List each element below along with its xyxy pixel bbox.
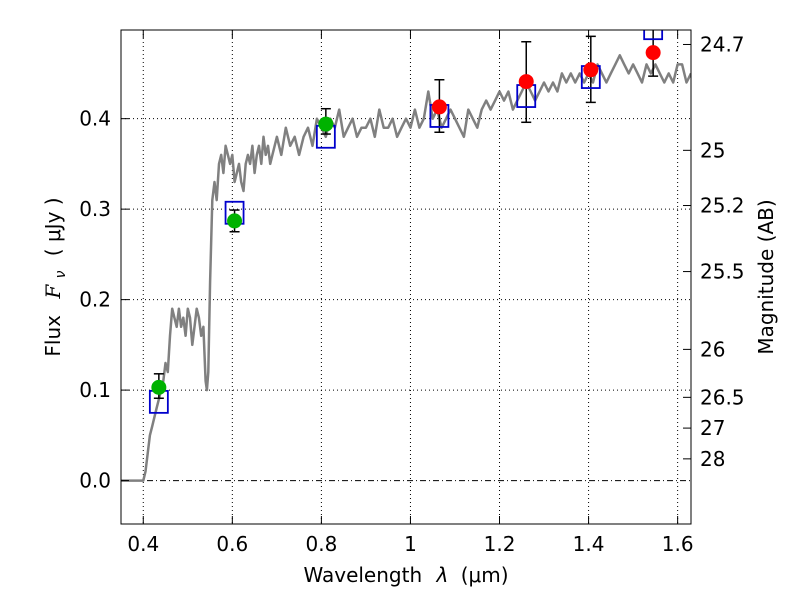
y-axis-symbol: F — [41, 284, 65, 300]
observed-photometry-point — [431, 99, 447, 115]
x-axis-symbol: λ — [436, 563, 449, 587]
sed-model-curve — [121, 54, 691, 482]
x-axis-title: Wavelength λ (μm) — [303, 563, 508, 587]
magnitude-tick-label: 25.2 — [700, 194, 745, 218]
axis-ticks — [121, 30, 691, 524]
observed-photometry-point — [518, 74, 534, 90]
plot-background — [121, 30, 691, 524]
x-tick-labels: 0.4 0.6 0.8 1 1.2 1.4 1.6 — [127, 532, 693, 556]
observed-photometry-point — [583, 62, 599, 78]
x-tick-label: 0.8 — [305, 532, 337, 556]
x-tick-label: 0.4 — [127, 532, 159, 556]
magnitude-tick-label: 28 — [700, 447, 725, 471]
observed-photometry-point — [645, 45, 661, 61]
y-tick-label: 0.4 — [79, 107, 111, 131]
x-tick-label: 1.4 — [573, 532, 605, 556]
x-axis-unit: (μm) — [461, 563, 509, 587]
x-tick-label: 1.2 — [484, 532, 516, 556]
magnitude-tick-labels: 24.7 25 25.2 25.5 26 26.5 27 28 — [700, 32, 745, 470]
sed-line — [121, 54, 691, 482]
y-axis-title: Flux F ν ( μJy ) — [41, 197, 70, 356]
y-tick-label: 0.2 — [79, 288, 111, 312]
observed-photometry-point — [151, 379, 167, 395]
magnitude-tick-label: 24.7 — [700, 32, 745, 56]
y-axis-subscript: ν — [53, 270, 69, 278]
right-axis-title: Magnitude (AB) — [754, 199, 778, 354]
magnitude-tick-label: 25 — [700, 138, 725, 162]
observed-photometry-points — [151, 45, 661, 395]
x-axis-label: Wavelength — [303, 563, 422, 587]
y-tick-label: 0.3 — [79, 197, 111, 221]
y-tick-labels: 0.0 0.1 0.2 0.3 0.4 — [79, 107, 111, 493]
y-tick-label: 0.1 — [79, 378, 111, 402]
plot-frame — [120, 29, 692, 525]
y-axis-label: Flux — [41, 315, 65, 357]
x-tick-label: 1 — [404, 532, 417, 556]
y-tick-label: 0.0 — [79, 469, 111, 493]
observed-photometry-point — [227, 213, 243, 229]
y-axis-unit: ( μJy ) — [41, 197, 65, 256]
model-photometry-square — [643, 30, 664, 41]
magnitude-tick-label: 25.5 — [700, 260, 745, 284]
magnitude-tick-label: 26.5 — [700, 385, 745, 409]
x-tick-label: 1.6 — [662, 532, 694, 556]
observed-photometry-point — [318, 116, 334, 132]
magnitude-tick-label: 27 — [700, 416, 725, 440]
magnitude-tick-label: 26 — [700, 337, 725, 361]
x-tick-label: 0.6 — [216, 532, 248, 556]
